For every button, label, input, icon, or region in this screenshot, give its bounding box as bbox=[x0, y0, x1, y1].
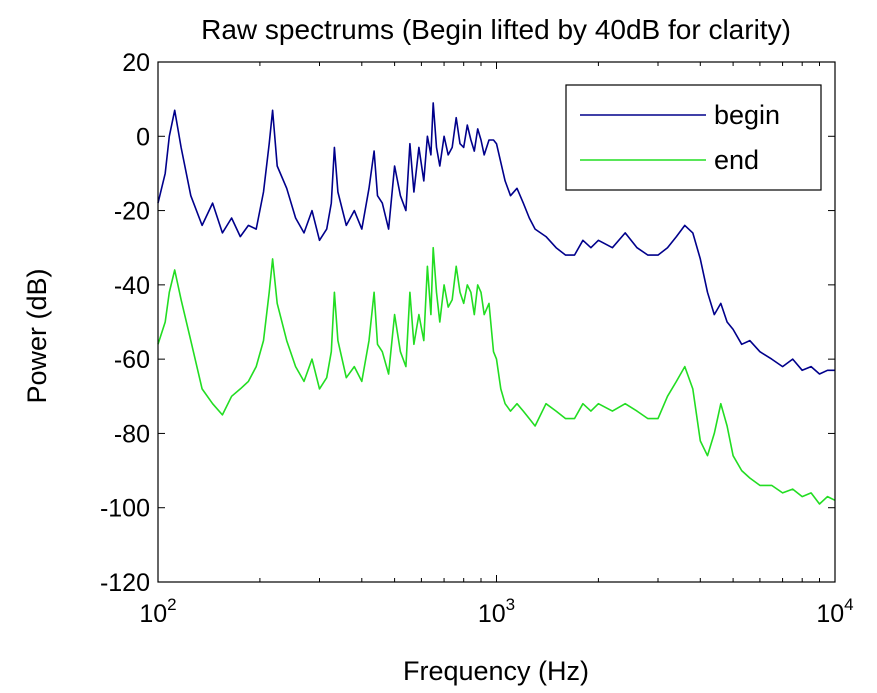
legend: begin end bbox=[565, 84, 822, 191]
x-tick-label: 102 bbox=[139, 595, 176, 628]
y-axis-label: Power (dB) bbox=[22, 268, 52, 403]
y-tick-label: -120 bbox=[100, 569, 150, 597]
y-tick-label: -80 bbox=[114, 420, 150, 448]
legend-label-begin: begin bbox=[714, 100, 780, 130]
x-axis-label: Frequency (Hz) bbox=[403, 656, 589, 686]
y-tick-label: -20 bbox=[114, 198, 150, 226]
x-tick-label: 104 bbox=[816, 595, 853, 628]
legend-box bbox=[565, 84, 822, 191]
axes bbox=[157, 61, 836, 583]
y-tick-label: 0 bbox=[136, 123, 150, 151]
chart-title: Raw spectrums (Begin lifted by 40dB for … bbox=[201, 14, 791, 45]
y-tick-label: -100 bbox=[100, 495, 150, 523]
series-line-begin bbox=[157, 102, 835, 375]
series-layer bbox=[157, 102, 836, 505]
y-tick-label: -40 bbox=[114, 272, 150, 300]
y-tick-label: -60 bbox=[114, 346, 150, 374]
y-tick-label: 20 bbox=[122, 49, 150, 77]
legend-label-end: end bbox=[714, 145, 759, 175]
series-line-end bbox=[157, 246, 836, 505]
x-tick-label: 103 bbox=[478, 595, 515, 628]
